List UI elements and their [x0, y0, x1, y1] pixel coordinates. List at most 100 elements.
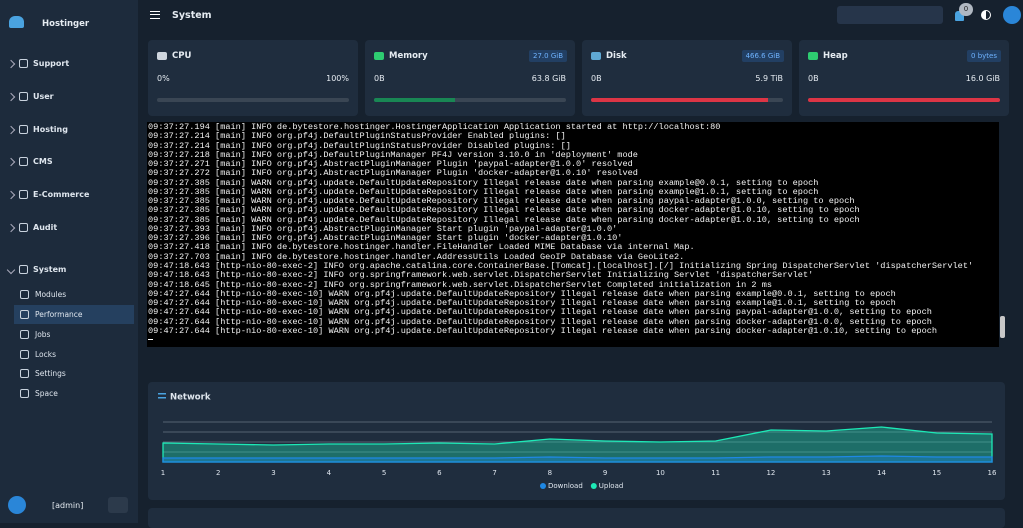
nav-item[interactable]: User	[6, 92, 54, 101]
x-tick-label: 2	[216, 469, 220, 477]
log-line: 09:47:27.644 [http-nio-80-exec-10] WARN …	[148, 307, 932, 318]
stat-card: Heap 0 bytes 0B 16.0 GiB	[799, 40, 1009, 116]
card-title: CPU	[172, 51, 192, 61]
logout-button[interactable]	[108, 497, 128, 513]
card-min: 0%	[157, 74, 170, 83]
card-icon	[157, 52, 167, 60]
log-line: 09:37:27.385 [main] WARN org.pf4j.update…	[148, 177, 819, 188]
log-line: 09:37:27.703 [main] INFO de.bytestore.ho…	[148, 251, 685, 262]
progress-track	[157, 98, 349, 102]
nav-item[interactable]: Audit	[6, 223, 57, 232]
avatar	[8, 496, 26, 514]
nav-label: System	[33, 265, 67, 274]
card-min: 0B	[374, 74, 385, 83]
nav-item[interactable]: E-Commerce	[6, 190, 90, 199]
nav-label: E-Commerce	[33, 190, 90, 199]
log-line: 09:37:27.218 [main] INFO org.pf4j.Defaul…	[148, 149, 638, 160]
menu-toggle[interactable]	[150, 11, 160, 19]
card-min: 0B	[808, 74, 819, 83]
subnav-item[interactable]: Settings	[20, 364, 134, 383]
notifications[interactable]	[955, 11, 964, 21]
stat-card: Memory 27.0 GiB 0B 63.8 GiB	[365, 40, 575, 116]
subnav-item[interactable]: Jobs	[20, 325, 134, 344]
search-input[interactable]	[837, 6, 943, 24]
log-line: 09:37:27.396 [main] INFO org.pf4j.Abstra…	[148, 233, 623, 244]
subnav-label: Settings	[35, 369, 66, 378]
subnav-label: Jobs	[35, 330, 51, 339]
progress-fill	[808, 98, 1000, 102]
chevron	[6, 223, 16, 232]
progress-fill	[591, 98, 768, 102]
cursor	[148, 339, 153, 341]
x-tick-label: 6	[437, 469, 442, 477]
x-tick-label: 16	[988, 469, 997, 477]
nav-item[interactable]: System	[6, 265, 67, 274]
theme-toggle[interactable]	[981, 10, 991, 20]
subnav-icon	[20, 310, 29, 319]
card-max: 16.0 GiB	[965, 74, 1000, 83]
nav-item[interactable]: Hosting	[6, 125, 68, 134]
card-icon	[808, 52, 818, 60]
card-badge: 27.0 GiB	[529, 50, 567, 62]
chevron	[6, 157, 16, 166]
user-avatar[interactable]	[1003, 6, 1021, 24]
log-line: 09:37:27.393 [main] INFO org.pf4j.Abstra…	[148, 223, 618, 234]
card-badge: 466.6 GiB	[741, 50, 784, 62]
area	[162, 426, 993, 463]
subnav-item[interactable]: Locks	[20, 345, 134, 364]
nav-item[interactable]: Support	[6, 59, 69, 68]
nav-item[interactable]: CMS	[6, 157, 53, 166]
log-line: 09:47:27.644 [http-nio-80-exec-10] WARN …	[148, 316, 932, 327]
nav-label: Hosting	[33, 125, 68, 134]
chevron	[6, 190, 16, 199]
nav-icon	[19, 157, 28, 166]
network-card: Network 1 2 3 4 5 6 7 8 9 10 11 12 13 14 15 16 Download U…	[148, 382, 1005, 500]
next-card	[148, 508, 1005, 528]
log-line: 09:47:18.643 [http-nio-80-exec-2] INFO o…	[148, 260, 974, 271]
subnav-item[interactable]: Space	[20, 384, 134, 403]
subnav-icon	[20, 330, 29, 339]
page-title: System	[172, 10, 212, 21]
subnav-item[interactable]: Modules	[20, 285, 134, 304]
chevron	[6, 59, 16, 68]
chart-title: Network	[170, 393, 211, 403]
x-tick-label: 8	[548, 469, 552, 477]
card-max: 100%	[326, 74, 349, 83]
legend-label: Upload	[599, 482, 624, 490]
subnav-icon	[20, 290, 29, 299]
progress-fill	[374, 98, 455, 102]
nav-icon	[19, 223, 28, 232]
log-line: 09:37:27.385 [main] WARN org.pf4j.update…	[148, 196, 855, 207]
subnav-label: Modules	[35, 290, 67, 299]
brand: Hostinger	[42, 19, 90, 29]
chevron	[6, 125, 16, 134]
log-line: 09:37:27.272 [main] INFO org.pf4j.Abstra…	[148, 168, 638, 179]
subnav-icon	[20, 350, 29, 359]
notification-badge: 0	[959, 3, 973, 16]
log-line: 09:47:27.644 [http-nio-80-exec-10] WARN …	[148, 298, 896, 309]
log-line: 09:37:27.385 [main] WARN org.pf4j.update…	[148, 186, 819, 197]
x-tick-label: 1	[161, 469, 165, 477]
log-console: 09:37:27.194 [main] INFO de.bytestore.ho…	[147, 122, 999, 347]
x-tick-label: 7	[492, 469, 496, 477]
nav-icon	[19, 125, 28, 134]
subnav-item[interactable]: Performance	[14, 305, 134, 324]
subnav-label: Space	[35, 389, 58, 398]
progress-track	[374, 98, 566, 102]
log-line: 09:37:27.418 [main] INFO de.bytestore.ho…	[148, 242, 695, 253]
sidebar: Hostinger Support User Hosting CMS E-Commerc…	[0, 0, 138, 523]
card-icon	[591, 52, 601, 60]
card-max: 5.9 TiB	[755, 74, 783, 83]
log-line: 09:47:27.644 [http-nio-80-exec-10] WARN …	[148, 288, 896, 299]
chevron	[6, 265, 16, 274]
username[interactable]: [admin]	[52, 501, 84, 510]
card-min: 0B	[591, 74, 602, 83]
card-max: 63.8 GiB	[531, 74, 566, 83]
chevron	[6, 92, 16, 101]
nav-icon	[19, 59, 28, 68]
x-tick-label: 12	[766, 469, 775, 477]
x-tick-label: 11	[711, 469, 720, 477]
log-line: 09:37:27.214 [main] INFO org.pf4j.Defaul…	[148, 140, 571, 151]
